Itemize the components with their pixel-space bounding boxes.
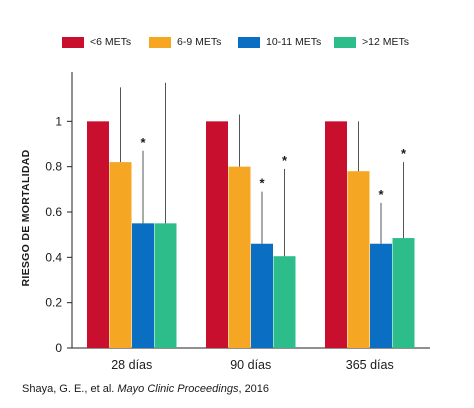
- significance-marker: *: [401, 146, 407, 161]
- y-tick-label: 0: [55, 341, 62, 355]
- legend-item-6-9: 6-9 METs: [149, 35, 221, 49]
- source-year: , 2016: [238, 383, 270, 395]
- bar: [87, 121, 109, 348]
- legend-item-lt6: <6 METs: [62, 35, 131, 49]
- y-tick-label: 0.4: [45, 250, 62, 264]
- bar: [370, 243, 392, 348]
- y-tick-label: 0.8: [45, 160, 62, 174]
- y-tick-label: 1: [55, 114, 62, 128]
- legend-label-gt12: >12 METs: [362, 36, 409, 48]
- x-tick-label: 28 días: [111, 358, 152, 372]
- bar: [206, 121, 228, 348]
- chart-bars: * * * * *: [87, 82, 415, 348]
- legend-swatch-gt12: [334, 36, 356, 48]
- significance-marker: *: [259, 176, 265, 191]
- bar: [347, 171, 370, 348]
- source-citation: Shaya, G. E., et al. Mayo Clinic Proceed…: [22, 383, 269, 395]
- legend-label-lt6: <6 METs: [90, 36, 132, 48]
- legend-swatch-6-9: [149, 36, 171, 48]
- legend-swatch-lt6: [62, 36, 84, 48]
- legend-label-10-11: 10-11 METs: [266, 36, 322, 48]
- bar: [325, 121, 347, 348]
- bar: [251, 243, 273, 348]
- bar: [392, 238, 415, 348]
- legend-item-gt12: >12 METs: [334, 35, 409, 49]
- legend-swatch-10-11: [238, 36, 260, 48]
- y-tick-label: 0.6: [45, 205, 62, 219]
- bar: [109, 162, 132, 348]
- legend-label-6-9: 6-9 METs: [177, 36, 222, 48]
- bar: [273, 256, 296, 348]
- bar: [228, 166, 251, 348]
- x-tick-label: 90 días: [230, 358, 271, 372]
- x-tick-label: 365 días: [346, 358, 394, 372]
- y-tick-label: 0.2: [45, 296, 62, 310]
- significance-marker: *: [282, 153, 288, 168]
- source-journal: Mayo Clinic Proceedings: [117, 383, 239, 395]
- bar: [154, 223, 177, 348]
- legend-item-10-11: 10-11 METs: [238, 35, 321, 49]
- bar: [132, 223, 154, 348]
- significance-marker: *: [140, 135, 146, 150]
- source-authors: Shaya, G. E., et al.: [22, 383, 118, 395]
- significance-marker: *: [378, 187, 384, 202]
- chart-axes: 0 0.2 0.4 0.6 0.8 1 28 días 90 días 365 días: [45, 72, 430, 372]
